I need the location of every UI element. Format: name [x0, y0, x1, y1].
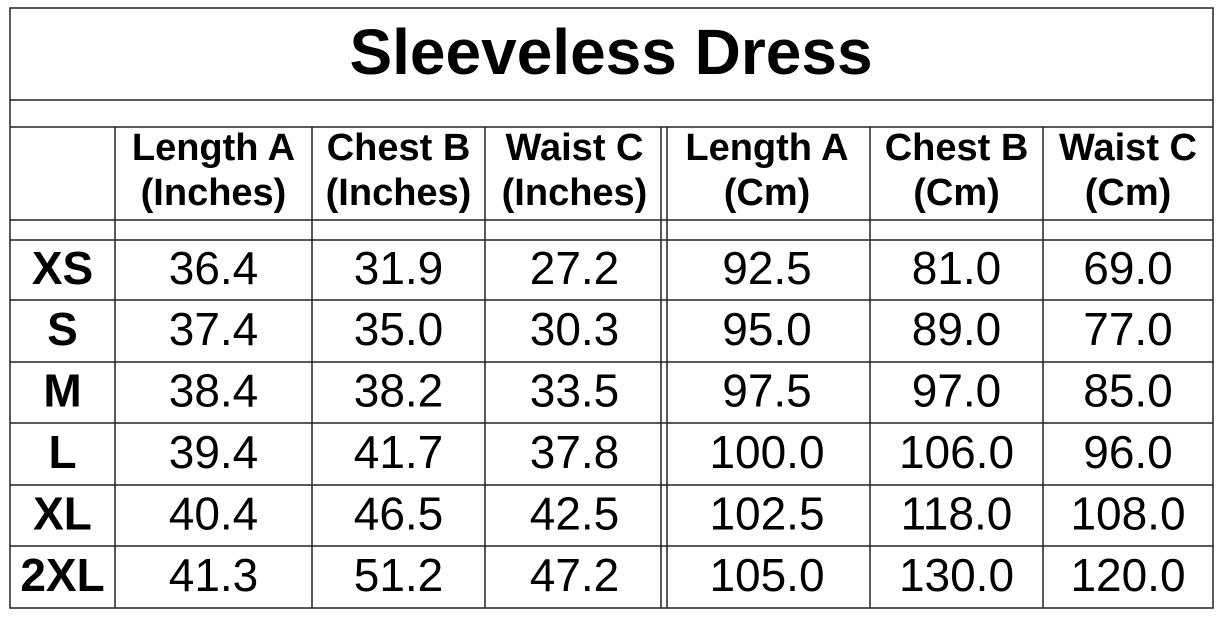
column-name: Waist C — [1059, 127, 1197, 169]
cell-value: 69.0 — [1083, 242, 1173, 294]
cell-value: 97.0 — [912, 365, 1002, 417]
cell-value: 100.0 — [709, 426, 824, 478]
cell-value: 92.5 — [722, 242, 812, 294]
size-label: S — [47, 303, 78, 355]
cell-value: 41.7 — [354, 426, 444, 478]
cell-value: 42.5 — [530, 488, 620, 540]
cell-value: 96.0 — [1083, 426, 1173, 478]
column-name: Chest B — [327, 127, 471, 169]
cell-value: 36.4 — [169, 242, 259, 294]
cell-value: 97.5 — [722, 365, 812, 417]
cell-value: 95.0 — [722, 303, 812, 355]
column-name: Chest B — [885, 127, 1029, 169]
column-name: Length A — [685, 127, 848, 169]
cell-value: 77.0 — [1083, 303, 1173, 355]
cell-value: 31.9 — [354, 242, 444, 294]
cell-value: 38.4 — [169, 365, 259, 417]
cell-value: 47.2 — [530, 549, 620, 601]
cell-value: 130.0 — [899, 549, 1014, 601]
cell-value: 39.4 — [169, 426, 259, 478]
cell-value: 102.5 — [709, 488, 824, 540]
cell-value: 81.0 — [912, 242, 1002, 294]
size-label: M — [43, 365, 81, 417]
cell-value: 33.5 — [530, 365, 620, 417]
size-label: XL — [33, 488, 92, 540]
cell-value: 106.0 — [899, 426, 1014, 478]
column-name: Waist C — [506, 127, 644, 169]
cell-value: 120.0 — [1070, 549, 1185, 601]
column-unit: (Cm) — [913, 172, 1000, 214]
cell-value: 37.4 — [169, 303, 259, 355]
table-border — [9, 7, 1214, 609]
cell-value: 38.2 — [354, 365, 444, 417]
cell-value: 85.0 — [1083, 365, 1173, 417]
column-unit: (Cm) — [1085, 172, 1172, 214]
column-unit: (Cm) — [724, 172, 811, 214]
column-unit: (Inches) — [141, 172, 287, 214]
cell-value: 37.8 — [530, 426, 620, 478]
cell-value: 108.0 — [1070, 488, 1185, 540]
column-unit: (Inches) — [502, 172, 648, 214]
column-unit: (Inches) — [326, 172, 472, 214]
cell-value: 35.0 — [354, 303, 444, 355]
table-title: Sleeveless Dress — [349, 16, 872, 88]
size-label: L — [48, 426, 76, 478]
cell-value: 118.0 — [901, 488, 1013, 540]
size-label: XS — [32, 242, 93, 294]
cell-value: 30.3 — [530, 303, 620, 355]
cell-value: 89.0 — [912, 303, 1002, 355]
size-label: 2XL — [20, 549, 104, 601]
cell-value: 40.4 — [169, 488, 259, 540]
cell-value: 41.3 — [169, 549, 259, 601]
cell-value: 27.2 — [530, 242, 620, 294]
column-name: Length A — [132, 127, 295, 169]
cell-value: 46.5 — [354, 488, 444, 540]
cell-value: 105.0 — [709, 549, 824, 601]
cell-value: 51.2 — [354, 549, 444, 601]
